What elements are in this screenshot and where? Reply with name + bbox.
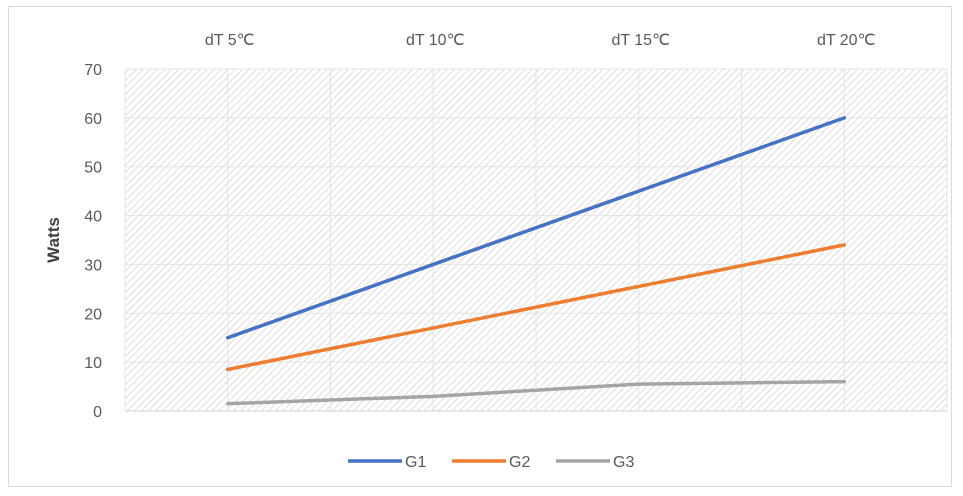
gridlines	[124, 68, 948, 412]
series-lines	[226, 116, 846, 406]
legend-label-g2: G2	[509, 454, 530, 471]
y-axis-ticks: 0 10 20 30 40 50 60 70	[84, 62, 102, 421]
legend-label-g3: G3	[613, 454, 634, 471]
series-line-g3	[226, 379, 846, 406]
y-tick-label: 0	[93, 404, 102, 421]
category-label: dT 5℃	[205, 32, 255, 49]
category-label: dT 10℃	[406, 32, 465, 49]
y-tick-label: 10	[84, 355, 102, 372]
category-label: dT 20℃	[817, 32, 876, 49]
category-axis: dT 5℃ dT 10℃ dT 15℃ dT 20℃	[205, 32, 876, 49]
series-line-g2	[226, 243, 846, 372]
y-tick-label: 70	[84, 62, 102, 79]
y-tick-label: 40	[84, 209, 102, 226]
y-tick-label: 60	[84, 111, 102, 128]
y-tick-label: 50	[84, 160, 102, 177]
legend: G1 G2 G3	[348, 454, 634, 471]
y-axis-title: Watts	[44, 217, 63, 263]
y-tick-label: 20	[84, 306, 102, 323]
legend-label-g1: G1	[405, 454, 426, 471]
y-tick-label: 30	[84, 257, 102, 274]
series-line-g1	[226, 116, 846, 340]
category-label: dT 15℃	[611, 32, 670, 49]
